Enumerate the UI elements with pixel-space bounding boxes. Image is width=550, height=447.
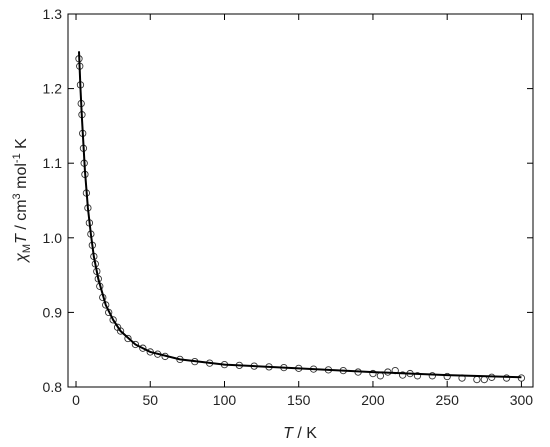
data-point — [398, 371, 407, 379]
plot-frame — [67, 13, 534, 388]
y-tick-label: 1.2 — [43, 81, 63, 97]
data-point — [109, 316, 117, 324]
data-point — [473, 375, 481, 384]
y-axis-label: χMT / cm3 mol-1 K — [11, 138, 33, 264]
y-tick-label: 0.8 — [43, 379, 63, 395]
data-point — [376, 372, 385, 380]
y-label-unit: / cm — [13, 199, 30, 234]
data-point — [131, 340, 140, 349]
data-point — [502, 374, 511, 382]
x-tick-label: 150 — [287, 392, 311, 408]
x-label-unit: / K — [293, 425, 317, 442]
fit-line — [77, 51, 522, 379]
data-point — [413, 372, 422, 380]
x-tick-label: 50 — [142, 392, 158, 408]
data-point — [139, 344, 147, 352]
x-axis-label: T / K — [283, 425, 317, 442]
x-tick-label: 100 — [213, 392, 237, 408]
y-label-mol: mol — [13, 163, 30, 193]
x-tick-label: 0 — [72, 392, 80, 408]
y-label-t: T — [13, 233, 30, 244]
y-tick-label: 1.0 — [43, 230, 63, 246]
y-label-end: K — [13, 138, 30, 153]
y-tick-label: 1.3 — [43, 6, 63, 22]
y-tick-label: 1.1 — [43, 155, 63, 171]
data-point — [369, 369, 377, 378]
data-point — [116, 327, 125, 335]
y-label-chi: χ — [13, 253, 30, 264]
data-point — [124, 334, 132, 343]
y-label-sup: 3 — [11, 193, 23, 199]
data-point — [443, 372, 451, 381]
y-tick-label: 0.9 — [43, 304, 63, 320]
data-point — [480, 375, 488, 384]
x-label-var: T — [283, 425, 294, 442]
x-tick-label: 300 — [510, 392, 534, 408]
x-tick-label: 200 — [361, 392, 385, 408]
x-tick-label: 250 — [436, 392, 460, 408]
data-point — [428, 372, 436, 380]
y-label-sub: M — [21, 244, 33, 253]
y-label-sup: -1 — [11, 153, 23, 163]
